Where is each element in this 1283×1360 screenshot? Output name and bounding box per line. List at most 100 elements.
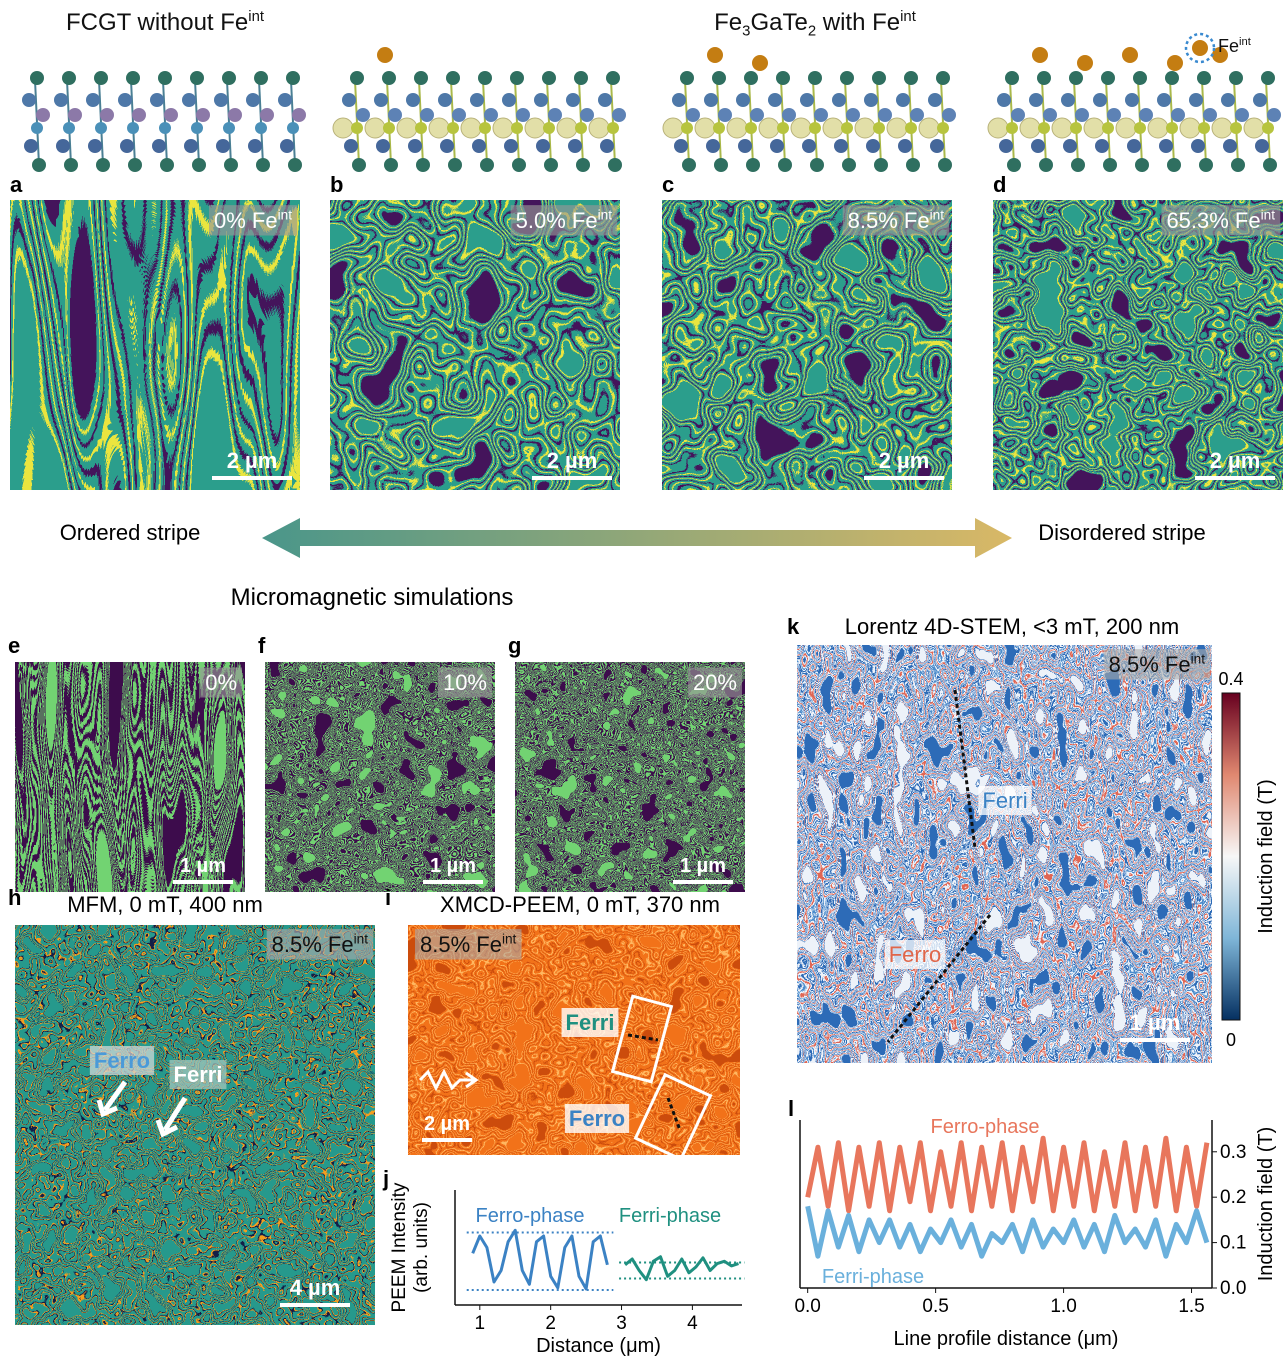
- panel-letter: k: [787, 614, 800, 639]
- atom: [1253, 93, 1267, 107]
- atom: [1133, 71, 1147, 85]
- text-segment: Fe: [714, 9, 742, 36]
- magnetic-image: [330, 200, 620, 490]
- atom: [928, 93, 942, 107]
- fe-int-atom: [377, 47, 393, 63]
- atom: [1166, 122, 1178, 134]
- atom: [120, 139, 134, 153]
- doping-label: 5.0% Feint: [516, 208, 613, 233]
- fe-int-atom: [1122, 47, 1138, 63]
- atom: [1101, 71, 1115, 85]
- atom: [278, 93, 292, 107]
- atom: [776, 71, 790, 85]
- x-tick-label: 1: [475, 1313, 486, 1334]
- atom: [118, 93, 132, 107]
- magnetic-image: [662, 200, 952, 490]
- atom: [222, 71, 236, 85]
- phase-label: Ferri: [982, 788, 1027, 813]
- scale-label: 2 µm: [424, 1113, 470, 1135]
- atom: [534, 93, 548, 107]
- legend-label: Feint: [1218, 36, 1252, 56]
- atom: [686, 108, 700, 122]
- atom: [287, 122, 299, 134]
- atom: [777, 122, 789, 134]
- atom: [524, 117, 546, 139]
- atom: [706, 139, 720, 153]
- label-box: [978, 786, 1032, 815]
- magnetic-image: [15, 925, 375, 1325]
- atom: [1157, 93, 1171, 107]
- atom: [428, 117, 450, 139]
- atom: [942, 108, 956, 122]
- label-box: [169, 1060, 227, 1089]
- atom: [905, 122, 917, 134]
- colorbar-tick-label: 0.4: [1218, 669, 1243, 689]
- fe-int-atom: [707, 47, 723, 63]
- atom: [866, 139, 880, 153]
- atom: [214, 93, 228, 107]
- atom: [1147, 117, 1169, 139]
- atom: [906, 158, 920, 172]
- atom: [1171, 108, 1185, 122]
- atom: [1199, 158, 1213, 172]
- text-segment: 0% Fe: [214, 208, 278, 233]
- atom: [736, 93, 750, 107]
- atom: [1038, 122, 1050, 134]
- atom: [190, 71, 204, 85]
- legend-label: Ferro-phase: [476, 1205, 585, 1227]
- atom: [68, 108, 82, 122]
- text-segment: 8.5% Fe: [848, 208, 930, 233]
- atom: [809, 122, 821, 134]
- atom: [228, 108, 242, 122]
- atom: [999, 139, 1013, 153]
- atom: [872, 71, 886, 85]
- atom: [127, 122, 139, 134]
- atom: [802, 139, 816, 153]
- text-segment: GaTe: [750, 9, 807, 36]
- atom: [24, 139, 38, 153]
- phase-label: Ferri: [174, 1062, 223, 1087]
- atom: [1159, 139, 1173, 153]
- atom: [768, 93, 782, 107]
- label-box: [842, 205, 950, 236]
- label-box: [1103, 649, 1211, 680]
- atom: [472, 139, 486, 153]
- atom: [1006, 122, 1018, 134]
- scale-label: 1 µm: [180, 855, 226, 877]
- atom: [607, 122, 619, 134]
- profile-line: [627, 1033, 659, 1042]
- atom: [364, 117, 386, 139]
- atom: [448, 158, 462, 172]
- atom: [682, 158, 696, 172]
- atom: [548, 108, 562, 122]
- atom: [1179, 117, 1201, 139]
- atom: [152, 139, 166, 153]
- atom: [1005, 71, 1019, 85]
- profile-line: [666, 1097, 682, 1131]
- scale-label: 2 µm: [879, 448, 930, 473]
- atom: [132, 108, 146, 122]
- text-segment: int: [248, 9, 265, 25]
- atom: [88, 139, 102, 153]
- atom: [746, 158, 760, 172]
- text-segment: 65.3% Fe: [1166, 208, 1260, 233]
- text-segment: 2: [808, 23, 816, 39]
- atom: [150, 93, 164, 107]
- atom: [182, 93, 196, 107]
- text-segment: 3: [742, 23, 750, 39]
- atom: [1102, 122, 1114, 134]
- label-box: [266, 929, 374, 960]
- legend-label: Ferri-phase: [822, 1266, 924, 1288]
- text-segment: int: [900, 9, 917, 25]
- label-box: [884, 940, 946, 969]
- atom: [246, 93, 260, 107]
- atom: [1263, 158, 1277, 172]
- atom: [159, 122, 171, 134]
- atom: [544, 158, 558, 172]
- colorbar: [1221, 692, 1241, 1021]
- phase-label: Ferro: [569, 1106, 625, 1131]
- colorbar-tick-label: 0: [1226, 1030, 1236, 1050]
- doping-label: 8.5% Feint: [420, 932, 517, 957]
- atom: [484, 108, 498, 122]
- text-segment: 5.0% Fe: [516, 208, 598, 233]
